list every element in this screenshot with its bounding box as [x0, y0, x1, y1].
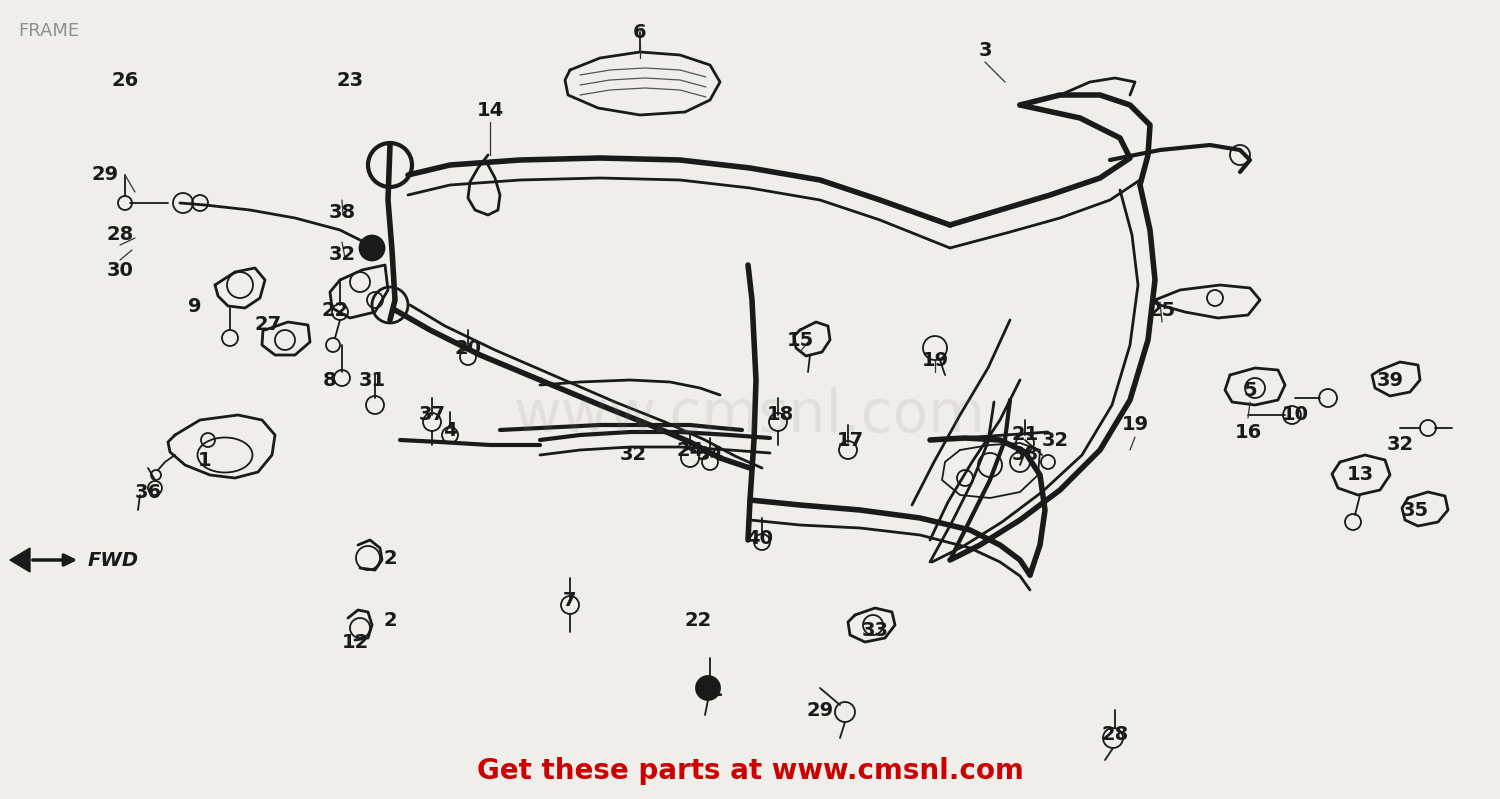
Text: 30: 30 — [106, 260, 134, 280]
Text: 16: 16 — [1234, 423, 1262, 443]
Text: www.cmsnl.com: www.cmsnl.com — [514, 387, 986, 444]
Text: 38: 38 — [1011, 446, 1038, 464]
Text: 22: 22 — [684, 610, 711, 630]
Text: 18: 18 — [766, 406, 794, 424]
Polygon shape — [10, 548, 30, 572]
Text: FRAME: FRAME — [18, 22, 80, 40]
Text: 29: 29 — [92, 165, 118, 185]
Text: 36: 36 — [135, 483, 162, 502]
Text: 27: 27 — [255, 316, 282, 335]
Text: 2: 2 — [382, 548, 398, 567]
Text: 25: 25 — [1149, 300, 1176, 320]
Text: 33: 33 — [861, 621, 888, 639]
Text: 29: 29 — [807, 701, 834, 720]
Text: 6: 6 — [633, 22, 646, 42]
Text: 19: 19 — [921, 351, 948, 369]
Text: 12: 12 — [342, 634, 369, 653]
Text: 4: 4 — [442, 420, 458, 439]
Text: 8: 8 — [322, 371, 338, 389]
Text: 32: 32 — [328, 245, 356, 264]
Text: 7: 7 — [564, 590, 576, 610]
Text: 26: 26 — [111, 70, 138, 89]
Text: 32: 32 — [1041, 431, 1068, 450]
Circle shape — [696, 676, 720, 700]
Text: 31: 31 — [358, 371, 386, 389]
Text: 37: 37 — [419, 406, 446, 424]
Text: 35: 35 — [1401, 500, 1428, 519]
Text: Get these parts at www.cmsnl.com: Get these parts at www.cmsnl.com — [477, 757, 1023, 785]
Text: 11: 11 — [696, 681, 723, 699]
Text: 21: 21 — [1011, 426, 1038, 444]
Text: 17: 17 — [837, 431, 864, 450]
Text: 38: 38 — [328, 202, 356, 221]
Circle shape — [360, 236, 384, 260]
Text: 13: 13 — [1347, 466, 1374, 484]
Text: 23: 23 — [336, 70, 363, 89]
Text: 32: 32 — [620, 446, 646, 464]
Text: 3: 3 — [978, 41, 992, 59]
Text: 2: 2 — [382, 610, 398, 630]
Text: 9: 9 — [189, 297, 201, 316]
Text: 39: 39 — [1377, 371, 1404, 389]
Text: 10: 10 — [1281, 406, 1308, 424]
Text: 32: 32 — [1386, 435, 1413, 455]
Text: 28: 28 — [1101, 725, 1128, 745]
Text: 24: 24 — [676, 440, 703, 459]
Text: 19: 19 — [1122, 415, 1149, 435]
Text: 15: 15 — [786, 331, 813, 349]
Text: 22: 22 — [321, 300, 348, 320]
Text: 14: 14 — [477, 101, 504, 120]
Text: 20: 20 — [454, 339, 482, 357]
Text: FWD: FWD — [88, 551, 140, 570]
Text: 28: 28 — [106, 225, 134, 244]
Text: 40: 40 — [747, 528, 774, 547]
Text: 5: 5 — [1244, 380, 1257, 400]
Text: 1: 1 — [198, 451, 211, 470]
Text: 34: 34 — [696, 446, 723, 464]
